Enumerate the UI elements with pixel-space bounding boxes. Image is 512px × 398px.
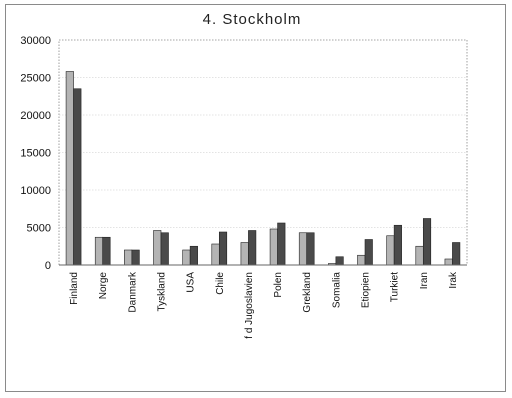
bar-etiopien-series-1: [357, 254, 366, 266]
x-tick-label: Iran: [419, 272, 430, 289]
x-tick-label: Polen: [273, 272, 284, 298]
y-tick-label: 15000: [20, 148, 51, 160]
chart-title: 4. Stockholm: [203, 11, 302, 28]
x-tick-label: Etiopien: [361, 272, 372, 308]
bar-polen-series-1: [269, 228, 278, 266]
bar-f-d-jugoslavien-series-2: [248, 230, 257, 266]
y-tick-label: 10000: [20, 185, 51, 197]
y-tick-label: 25000: [20, 73, 51, 85]
x-tick-label: Danmark: [127, 271, 138, 313]
x-axis-labels: Finland Norge Danmark Tyskland USA Chile f d J…: [69, 271, 459, 339]
bar-iran-series-2: [422, 218, 432, 266]
bar-danmark-series-2: [131, 249, 140, 266]
bar-usa-series-1: [182, 249, 191, 266]
bar-irak-series-2: [452, 242, 461, 266]
y-tick-label: 30000: [20, 35, 51, 47]
y-tick-label: 20000: [20, 110, 51, 122]
x-tick-label: Grekland: [302, 272, 313, 313]
x-tick-label: Chile: [215, 272, 226, 295]
bar-irak-series-1: [444, 258, 453, 266]
bar-tyskland-series-1: [153, 230, 162, 266]
x-tick-label: f d Jugoslavien: [244, 272, 255, 339]
bar-norge-series-1: [94, 236, 104, 266]
bar-turkiet-series-2: [393, 224, 402, 266]
bar-finland-series-1: [65, 71, 74, 266]
bar-etiopien-series-2: [364, 239, 373, 266]
bar-norge-series-2: [102, 236, 111, 266]
chart-frame: [5, 4, 506, 392]
bar-iran-series-1: [415, 245, 424, 266]
gridlines: [59, 77, 467, 228]
bar-f-d-jugoslavien-series-1: [240, 242, 249, 266]
y-tick-label: 0: [45, 260, 51, 272]
bar-somalia-series-2: [335, 256, 344, 266]
bar-grekland-series-1: [298, 232, 308, 266]
x-tick-label: Somalia: [331, 272, 342, 309]
bar-polen-series-2: [277, 222, 286, 266]
bar-chile-series-2: [218, 231, 228, 266]
y-axis-ticks: 0 5000 10000 15000 20000 25000 30000: [20, 35, 51, 272]
x-tick-label: USA: [186, 272, 197, 293]
bar-danmark-series-1: [124, 249, 133, 266]
bar-tyskland-series-2: [160, 232, 169, 266]
x-tick-label: Finland: [69, 272, 80, 305]
bar-finland-series-2: [73, 88, 82, 266]
x-tick-label: Tyskland: [157, 272, 168, 311]
x-tick-label: Norge: [98, 272, 109, 300]
x-tick-label: Turkiet: [390, 272, 401, 302]
bar-chile-series-1: [211, 243, 220, 266]
bar-usa-series-2: [189, 245, 198, 266]
x-tick-label: Irak: [448, 271, 459, 289]
y-tick-label: 5000: [27, 223, 51, 235]
bar-grekland-series-2: [306, 232, 315, 266]
bar-turkiet-series-1: [386, 235, 395, 266]
bars: [65, 71, 461, 266]
